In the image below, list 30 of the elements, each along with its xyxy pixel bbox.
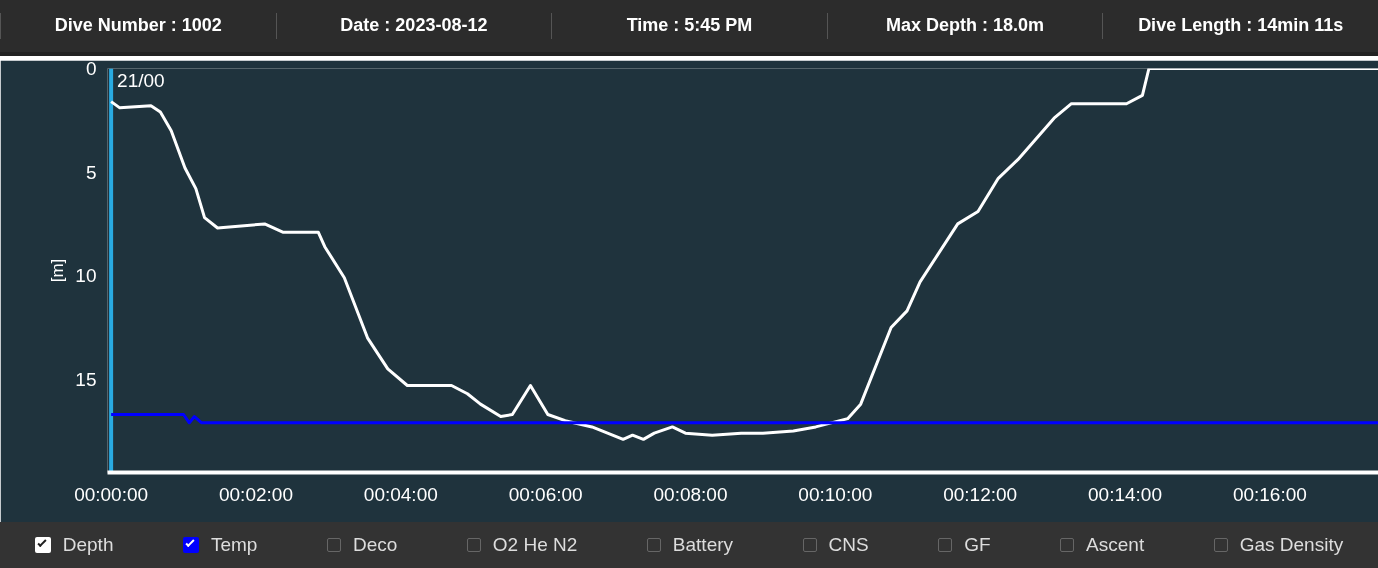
text: Deco xyxy=(351,533,398,558)
line-series xyxy=(109,68,1378,441)
y-axis-title: [m] xyxy=(48,258,68,283)
text: GF xyxy=(963,533,991,558)
y-tick-label: 15 xyxy=(75,368,97,390)
x-tick-label: 00:02:00 xyxy=(218,483,293,505)
text: CNS xyxy=(827,533,869,558)
legend-label: Temp xyxy=(209,533,258,558)
y-tick-label: 0 xyxy=(85,58,97,79)
x-tick-label: 00:14:00 xyxy=(1088,483,1163,505)
x-tick-label: 00:08:00 xyxy=(653,483,728,505)
x-tick-label: 00:06:00 xyxy=(508,483,583,505)
text: Date : 2023-08-12 xyxy=(275,13,552,39)
text: Ascent xyxy=(1085,533,1145,558)
text: Dive Number : 1002 xyxy=(0,13,276,39)
text: O2 He N2 xyxy=(491,533,578,558)
ref-line-label: 21/00 xyxy=(117,69,165,91)
y-tick-label: 10 xyxy=(75,265,97,287)
text: Gas Density xyxy=(1238,533,1344,558)
x-tick-label: 00:16:00 xyxy=(1232,483,1307,505)
x-tick-label: 00:10:00 xyxy=(798,483,873,505)
text: Battery xyxy=(671,533,734,558)
y-tick-label: 5 xyxy=(85,161,97,183)
legend-label: Depth xyxy=(61,533,114,558)
x-tick-label: 00:04:00 xyxy=(363,483,438,505)
x-tick-label: 00:00:00 xyxy=(74,483,149,505)
text: Max Depth : 18.0m xyxy=(826,13,1103,39)
x-tick-label: 00:12:00 xyxy=(943,483,1018,505)
text: Time : 5:45 PM xyxy=(551,13,827,39)
text: Dive Length : 14min 11s xyxy=(1102,13,1378,39)
